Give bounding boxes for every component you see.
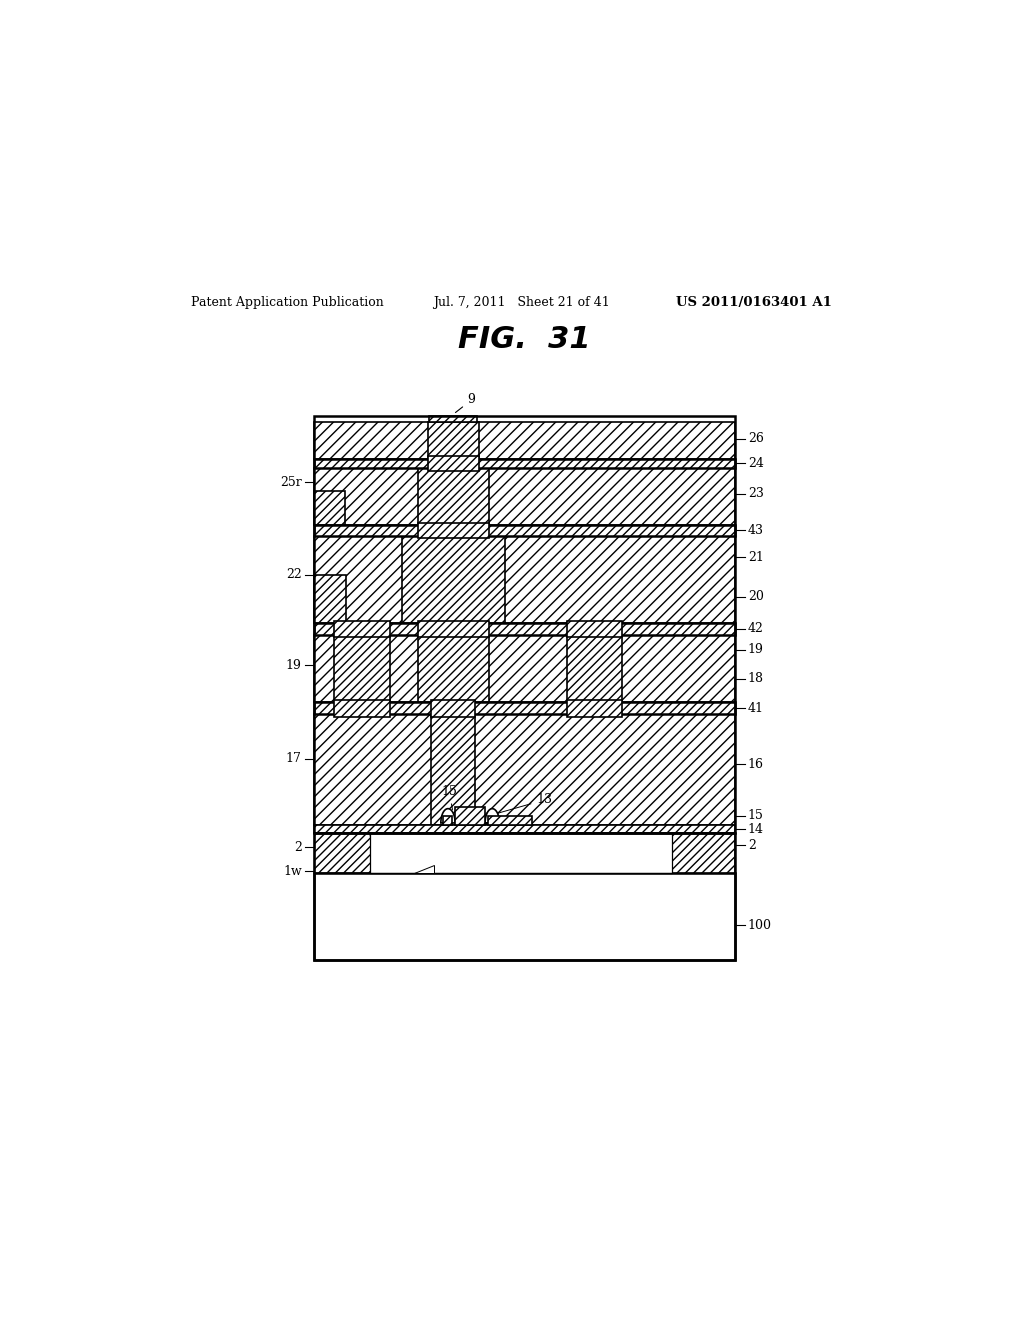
Bar	[567, 635, 623, 702]
Text: 14: 14	[748, 822, 764, 836]
Bar	[418, 635, 489, 702]
Bar	[418, 523, 489, 539]
Bar	[314, 873, 735, 960]
Text: 23: 23	[748, 487, 764, 500]
Bar	[334, 700, 390, 717]
Text: 19: 19	[748, 643, 764, 656]
Text: 9: 9	[456, 393, 475, 413]
Text: 16: 16	[748, 758, 764, 771]
Text: Jul. 7, 2011   Sheet 21 of 41: Jul. 7, 2011 Sheet 21 of 41	[433, 296, 610, 309]
Bar	[401, 536, 505, 623]
Bar	[314, 702, 735, 714]
Text: 11: 11	[464, 836, 486, 876]
Bar	[456, 807, 484, 825]
Text: 19: 19	[286, 659, 302, 672]
Text: 1c: 1c	[416, 863, 431, 876]
Text: Patent Application Publication: Patent Application Publication	[191, 296, 384, 309]
Text: 24: 24	[748, 457, 764, 470]
Text: 13: 13	[492, 793, 552, 814]
Polygon shape	[664, 833, 735, 873]
Bar	[418, 620, 489, 638]
Bar	[431, 700, 475, 717]
Bar	[429, 416, 477, 422]
Polygon shape	[414, 865, 434, 873]
Text: US 2011/0163401 A1: US 2011/0163401 A1	[676, 296, 831, 309]
Polygon shape	[441, 809, 455, 822]
Text: 18: 18	[748, 672, 764, 685]
Text: 21: 21	[748, 550, 764, 564]
Bar	[314, 576, 346, 623]
Bar	[334, 635, 390, 702]
Text: 100: 100	[748, 919, 772, 932]
Bar	[427, 422, 479, 458]
Bar	[370, 833, 672, 873]
Bar	[418, 469, 489, 525]
Bar	[314, 422, 735, 458]
Bar	[314, 491, 345, 525]
Bar	[442, 816, 453, 825]
Text: 17: 17	[286, 752, 302, 766]
Text: 22: 22	[286, 569, 302, 581]
Bar	[427, 457, 479, 471]
Bar	[314, 825, 735, 833]
Text: 25r: 25r	[280, 477, 302, 488]
Text: 15: 15	[441, 785, 457, 809]
Bar	[314, 635, 735, 702]
Bar	[314, 469, 735, 525]
Text: 26: 26	[748, 432, 764, 445]
Bar	[314, 536, 735, 623]
Text: 1w: 1w	[283, 865, 302, 878]
Bar	[314, 458, 735, 469]
Bar	[314, 714, 735, 825]
Text: 12: 12	[372, 863, 401, 876]
Bar	[567, 700, 623, 717]
Text: 42: 42	[748, 623, 764, 635]
Text: 15: 15	[748, 809, 764, 822]
Bar	[314, 623, 735, 635]
Bar	[314, 833, 735, 960]
Text: 2: 2	[294, 841, 302, 854]
Text: 41: 41	[748, 702, 764, 714]
Bar	[431, 714, 475, 825]
Polygon shape	[314, 833, 378, 873]
Text: FIG.  31: FIG. 31	[459, 325, 591, 354]
Text: 43: 43	[748, 524, 764, 537]
Bar	[314, 525, 735, 536]
Bar	[334, 620, 390, 638]
Bar	[567, 620, 623, 638]
Polygon shape	[485, 809, 500, 822]
Text: 20: 20	[748, 590, 764, 603]
Text: 2: 2	[748, 838, 756, 851]
Bar	[488, 816, 531, 825]
Bar	[314, 416, 735, 833]
